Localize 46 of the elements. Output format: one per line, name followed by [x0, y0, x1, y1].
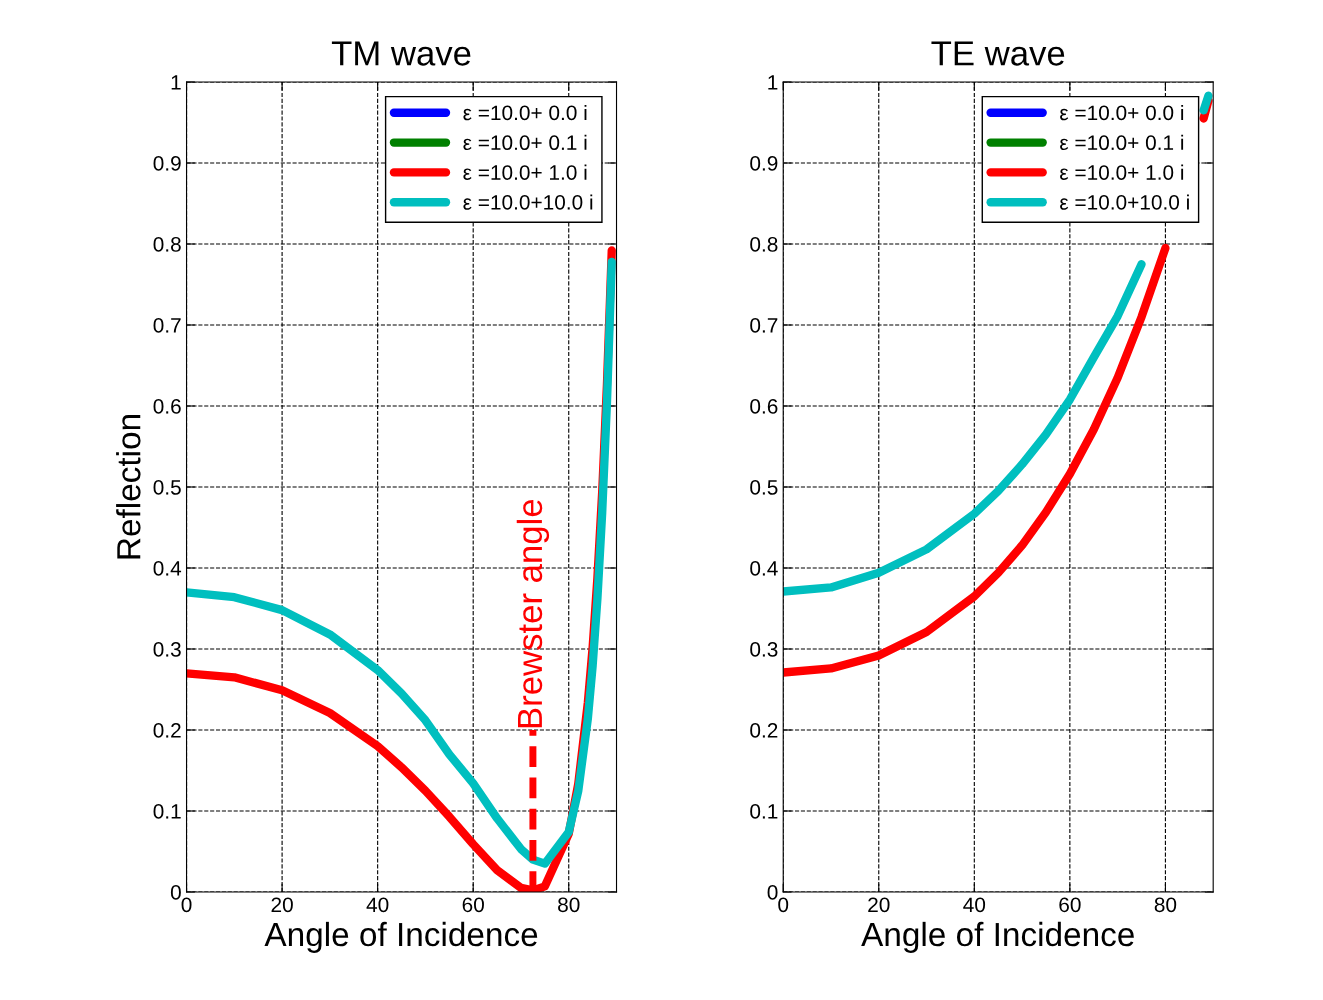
legend-label: ε =10.0+ 0.1 i: [1060, 134, 1184, 151]
legend-label: ε =10.0+10.0 i: [1060, 194, 1189, 210]
y-tick-label: 0.3: [153, 642, 181, 657]
y-tick-label: 0.8: [153, 237, 181, 252]
y-tick-label: 0.9: [750, 156, 778, 171]
x-tick-label: 20: [271, 897, 293, 913]
y-tick-label: 0.2: [153, 723, 181, 738]
y-tick-label: 0.6: [153, 399, 181, 414]
x-tick-label: 20: [868, 897, 890, 913]
y-tick-label: 0.4: [750, 561, 778, 576]
x-tick-label: 0: [778, 897, 789, 913]
x-tick-label: 40: [963, 897, 986, 913]
legend-label: ε =10.0+ 1.0 i: [1060, 164, 1184, 180]
x-tick-label: 80: [558, 897, 580, 913]
x-axis-title: Angle of Incidence: [264, 921, 538, 953]
y-tick-label: 0.1: [750, 804, 778, 819]
legend-label: ε =10.0+10.0 i: [463, 194, 593, 210]
y-tick-label: 1: [171, 75, 181, 90]
x-tick-label: 60: [1059, 897, 1081, 913]
legend-label: ε =10.0+ 1.0 i: [463, 164, 587, 180]
y-tick-label: 0.5: [153, 480, 181, 495]
y-tick-label: 0.1: [153, 804, 181, 819]
legend-label: ε =10.0+ 0.0 i: [463, 104, 587, 121]
y-tick-label: 0.2: [750, 723, 778, 738]
legend-label: ε =10.0+ 0.1 i: [463, 134, 587, 151]
x-tick-label: 0: [181, 897, 192, 913]
y-tick-label: 0: [767, 885, 778, 900]
y-tick-label: 0.9: [153, 156, 181, 171]
y-tick-label: 0.6: [750, 399, 778, 414]
y-tick-label: 1: [768, 75, 778, 90]
y-tick-label: 0: [170, 885, 181, 900]
y-tick-label: 0.7: [750, 318, 778, 333]
chart-title: TE wave: [931, 41, 1065, 66]
chart-title: TM wave: [331, 41, 471, 66]
y-tick-label: 0.7: [153, 318, 181, 333]
y-tick-label: 0.5: [750, 480, 778, 495]
x-tick-label: 80: [1154, 897, 1177, 913]
y-tick-label: 0.8: [750, 237, 778, 252]
x-tick-label: 40: [366, 897, 389, 913]
x-tick-label: 60: [462, 897, 484, 913]
legend-label: ε =10.0+ 0.0 i: [1060, 104, 1184, 121]
ref-line-label: Brewster angle: [516, 499, 550, 728]
y-axis-title: Reflection: [116, 415, 141, 559]
y-tick-label: 0.3: [750, 642, 778, 657]
x-axis-title: Angle of Incidence: [861, 921, 1134, 953]
y-tick-label: 0.4: [153, 561, 182, 576]
